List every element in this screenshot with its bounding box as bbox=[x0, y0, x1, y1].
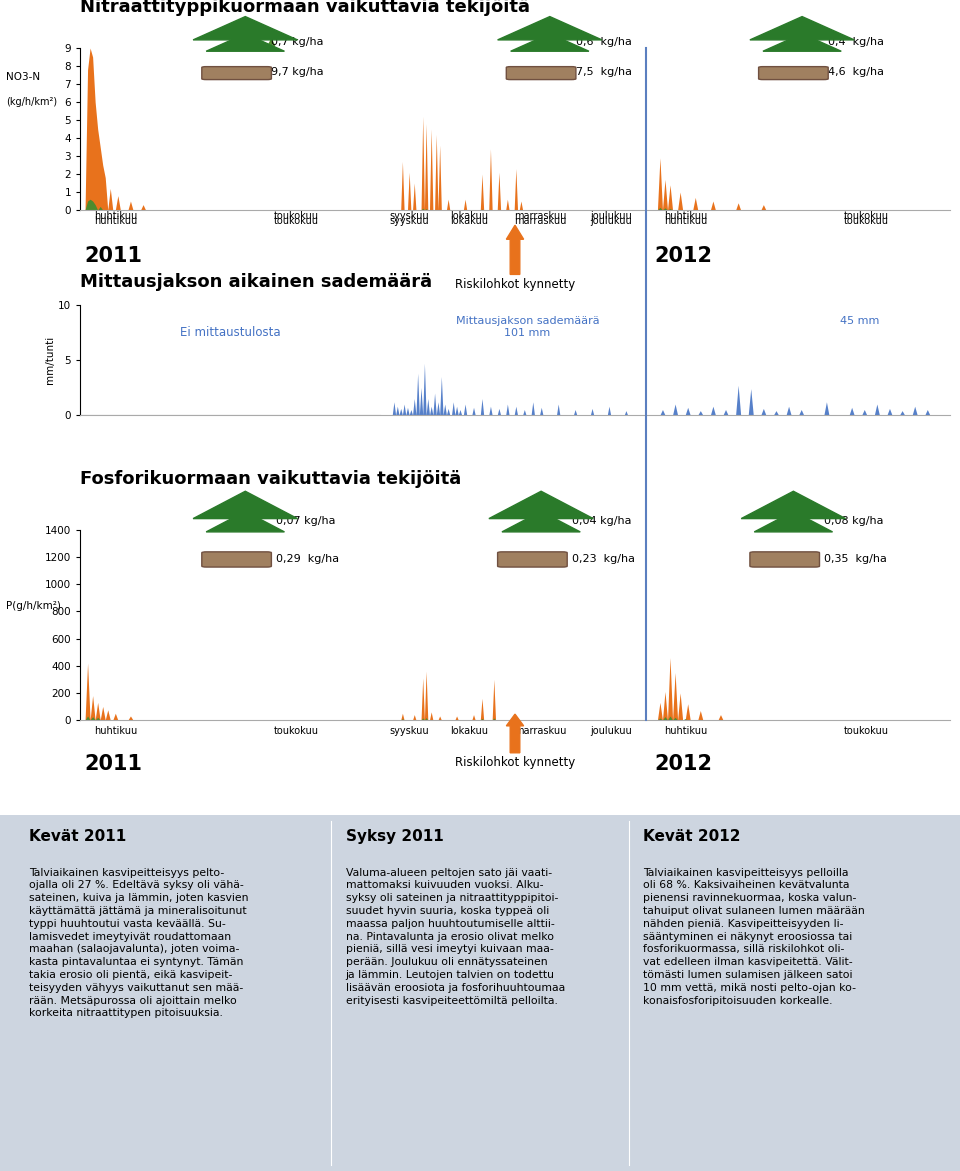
FancyBboxPatch shape bbox=[202, 552, 272, 567]
Text: 2011: 2011 bbox=[84, 754, 142, 774]
Text: 0,29  kg/ha: 0,29 kg/ha bbox=[276, 554, 339, 563]
Polygon shape bbox=[206, 34, 284, 52]
Text: 0,7 kg/ha: 0,7 kg/ha bbox=[272, 36, 324, 47]
Text: syyskuu: syyskuu bbox=[389, 215, 429, 226]
Polygon shape bbox=[750, 16, 854, 40]
Text: joulukuu: joulukuu bbox=[590, 215, 632, 226]
Text: Nitraattityppikuormaan vaikuttavia tekijöitä: Nitraattityppikuormaan vaikuttavia tekij… bbox=[80, 0, 530, 15]
FancyBboxPatch shape bbox=[750, 552, 820, 567]
Polygon shape bbox=[763, 34, 841, 52]
Polygon shape bbox=[193, 492, 298, 519]
Text: toukokuu: toukokuu bbox=[274, 211, 319, 221]
Text: Syksy 2011: Syksy 2011 bbox=[346, 829, 444, 844]
Polygon shape bbox=[755, 512, 832, 532]
FancyBboxPatch shape bbox=[506, 67, 576, 80]
Text: Riskilohkot kynnetty: Riskilohkot kynnetty bbox=[455, 278, 575, 290]
Text: 2012: 2012 bbox=[654, 754, 712, 774]
Text: Mittausjakson sademäärä
101 mm: Mittausjakson sademäärä 101 mm bbox=[456, 316, 599, 337]
Polygon shape bbox=[511, 34, 588, 52]
Text: Talviaikainen kasvipeitteisyys pelloilla
oli 68 %. Kaksivaiheinen kevätvalunta
p: Talviaikainen kasvipeitteisyys pelloilla… bbox=[643, 868, 865, 1006]
Text: 45 mm: 45 mm bbox=[840, 316, 879, 326]
FancyBboxPatch shape bbox=[497, 552, 567, 567]
Text: joulukuu: joulukuu bbox=[590, 726, 632, 735]
Text: 0,4  kg/ha: 0,4 kg/ha bbox=[828, 36, 884, 47]
Polygon shape bbox=[502, 512, 580, 532]
Polygon shape bbox=[497, 16, 602, 40]
Text: lokakuu: lokakuu bbox=[450, 211, 489, 221]
Text: Kevät 2011: Kevät 2011 bbox=[29, 829, 126, 844]
Polygon shape bbox=[206, 512, 284, 532]
Text: toukokuu: toukokuu bbox=[844, 215, 888, 226]
Text: toukokuu: toukokuu bbox=[274, 215, 319, 226]
Text: toukokuu: toukokuu bbox=[844, 211, 888, 221]
Text: NO3-N: NO3-N bbox=[6, 73, 40, 82]
Polygon shape bbox=[193, 16, 298, 40]
Text: 0,23  kg/ha: 0,23 kg/ha bbox=[571, 554, 635, 563]
Polygon shape bbox=[489, 492, 593, 519]
Text: 4,6  kg/ha: 4,6 kg/ha bbox=[828, 67, 884, 77]
Text: 0,07 kg/ha: 0,07 kg/ha bbox=[276, 515, 335, 526]
Text: huhtikuu: huhtikuu bbox=[664, 215, 708, 226]
Text: Ei mittaustulosta: Ei mittaustulosta bbox=[180, 326, 280, 338]
Text: huhtikuu: huhtikuu bbox=[94, 211, 137, 221]
Text: Kevät 2012: Kevät 2012 bbox=[643, 829, 741, 844]
Text: 2012: 2012 bbox=[654, 246, 712, 266]
FancyBboxPatch shape bbox=[202, 67, 272, 80]
Text: huhtikuu: huhtikuu bbox=[664, 211, 708, 221]
Text: syyskuu: syyskuu bbox=[389, 211, 429, 221]
Text: 0,6  kg/ha: 0,6 kg/ha bbox=[576, 36, 632, 47]
Text: 0,04 kg/ha: 0,04 kg/ha bbox=[571, 515, 631, 526]
Text: lokakuu: lokakuu bbox=[450, 215, 489, 226]
Y-axis label: mm/tunti: mm/tunti bbox=[45, 336, 55, 384]
Text: Paljon lunta,
ei routaa: Paljon lunta, ei routaa bbox=[105, 436, 181, 466]
Text: 2011: 2011 bbox=[84, 246, 142, 266]
Text: marraskuu: marraskuu bbox=[514, 211, 566, 221]
Text: 7,5  kg/ha: 7,5 kg/ha bbox=[576, 67, 632, 77]
Text: P(g/h/km²): P(g/h/km²) bbox=[6, 601, 60, 611]
Text: (kg/h/km²): (kg/h/km²) bbox=[6, 96, 58, 107]
Text: marraskuu: marraskuu bbox=[514, 726, 566, 735]
Text: syyskuu: syyskuu bbox=[389, 726, 429, 735]
FancyBboxPatch shape bbox=[758, 67, 828, 80]
Text: lokakuu: lokakuu bbox=[450, 726, 489, 735]
Text: Talviaikainen kasvipeitteisyys pelto-
ojalla oli 27 %. Edeltävä syksy oli vähä-
: Talviaikainen kasvipeitteisyys pelto- oj… bbox=[29, 868, 249, 1019]
Text: Fosforikuormaan vaikuttavia tekijöitä: Fosforikuormaan vaikuttavia tekijöitä bbox=[80, 471, 461, 488]
Text: 0,35  kg/ha: 0,35 kg/ha bbox=[824, 554, 887, 563]
Text: huhtikuu: huhtikuu bbox=[94, 726, 137, 735]
Text: Valuma-alueen peltojen sato jäi vaati-
mattomaksi kuivuuden vuoksi. Alku-
syksy : Valuma-alueen peltojen sato jäi vaati- m… bbox=[346, 868, 564, 1006]
Text: toukokuu: toukokuu bbox=[274, 726, 319, 735]
Text: Paljon lunta,
ei routaa: Paljon lunta, ei routaa bbox=[668, 436, 746, 466]
Polygon shape bbox=[741, 492, 846, 519]
Text: 0,08 kg/ha: 0,08 kg/ha bbox=[824, 515, 883, 526]
Text: huhtikuu: huhtikuu bbox=[94, 215, 137, 226]
Text: joulukuu: joulukuu bbox=[590, 211, 632, 221]
Text: Mittausjakson aikainen sademäärä: Mittausjakson aikainen sademäärä bbox=[80, 273, 432, 290]
Text: huhtikuu: huhtikuu bbox=[664, 726, 708, 735]
Text: Sateinen
alkusyksy: Sateinen alkusyksy bbox=[394, 436, 455, 466]
Text: Riskilohkot kynnetty: Riskilohkot kynnetty bbox=[455, 756, 575, 769]
Text: toukokuu: toukokuu bbox=[844, 726, 888, 735]
Text: 9,7 kg/ha: 9,7 kg/ha bbox=[272, 67, 324, 77]
Text: marraskuu: marraskuu bbox=[514, 215, 566, 226]
